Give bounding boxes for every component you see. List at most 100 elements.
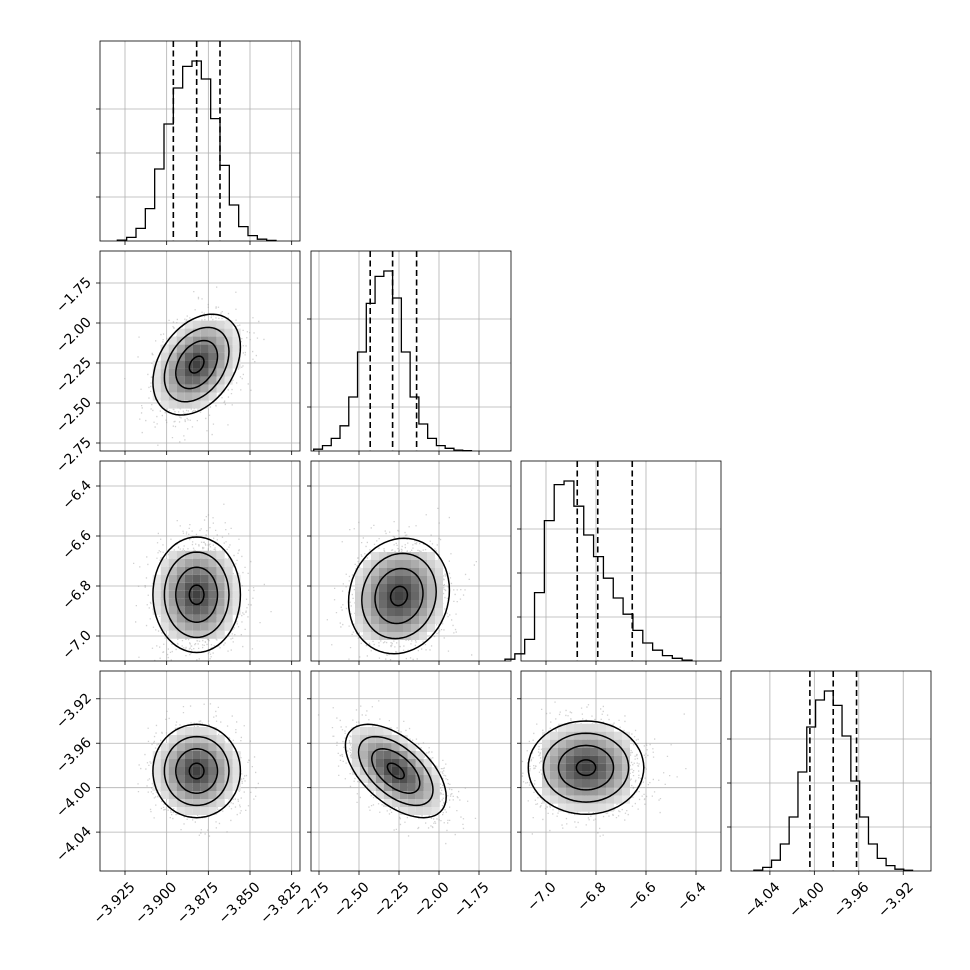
density-cell: [192, 735, 201, 743]
density-cell: [566, 803, 574, 812]
density-cell: [224, 791, 233, 799]
x-tick-label-2-2: −6.6: [624, 879, 659, 914]
density-cell: [224, 783, 233, 791]
panel-frame: [520, 670, 722, 872]
density-cell: [216, 368, 225, 377]
density-cell: [208, 735, 217, 743]
density-cell: [216, 622, 225, 631]
density-cell: [168, 630, 177, 639]
density-cell: [427, 616, 435, 624]
density-cell: [383, 727, 392, 735]
density-cell: [184, 606, 193, 615]
panel-frame: [99, 40, 301, 242]
density-cell: [598, 747, 606, 756]
density-cell: [152, 767, 161, 775]
density-cell: [383, 767, 392, 775]
density-cell: [387, 568, 395, 576]
density-cell: [184, 614, 193, 623]
density-cell: [419, 576, 427, 584]
density-cell: [168, 783, 177, 791]
density-cell: [168, 550, 177, 559]
density-cell: [160, 743, 169, 751]
density-cell: [387, 608, 395, 616]
density-cell: [176, 751, 185, 759]
density-cell: [574, 747, 582, 756]
density-cell: [590, 763, 598, 772]
density-cell: [192, 558, 201, 567]
contour-level-2: [163, 326, 230, 403]
y-tick-label-1-0: −2.75: [53, 435, 95, 477]
density-cell: [379, 552, 387, 560]
density-cell: [399, 735, 408, 743]
density-cell: [431, 783, 440, 791]
density-cell: [558, 795, 566, 804]
density-cell: [550, 787, 558, 796]
density-cell: [403, 560, 411, 568]
density-cell: [582, 731, 590, 740]
density-cell: [232, 775, 241, 783]
density-cell: [192, 614, 201, 623]
density-cell: [614, 787, 622, 796]
density-cell: [160, 360, 169, 369]
density-cell: [184, 783, 193, 791]
density-cell: [184, 320, 193, 329]
density-cell: [184, 598, 193, 607]
density-cell: [176, 791, 185, 799]
contour-level-2: [163, 735, 230, 807]
density-cell: [192, 400, 201, 409]
density-cell: [415, 751, 424, 759]
panel-frame: [99, 460, 301, 662]
density-cell: [160, 384, 169, 393]
density-cell: [558, 755, 566, 764]
density-cell: [355, 608, 363, 616]
density-cell: [208, 606, 217, 615]
density-cell: [375, 727, 384, 735]
density-cell: [582, 779, 590, 788]
density-cell: [359, 727, 368, 735]
density-cell: [216, 352, 225, 361]
density-cell: [598, 803, 606, 812]
density-cell: [574, 731, 582, 740]
density-cell: [192, 783, 201, 791]
density-cell: [622, 771, 630, 780]
density-panel-3-0: [96, 670, 301, 875]
density-cell: [152, 392, 161, 401]
density-cell: [383, 743, 392, 751]
density-cell: [192, 360, 201, 369]
contour-level-3: [152, 536, 242, 654]
density-cell: [192, 799, 201, 807]
density-cell: [184, 622, 193, 631]
density-cell: [176, 759, 185, 767]
density-cell: [435, 584, 443, 592]
density-cell: [614, 779, 622, 788]
contour-level-0: [188, 584, 205, 606]
density-cell: [387, 600, 395, 608]
density-cell: [622, 763, 630, 772]
density-cell: [200, 751, 209, 759]
density-cell: [152, 751, 161, 759]
density-cell: [395, 568, 403, 576]
density-cell: [200, 791, 209, 799]
density-cell: [379, 624, 387, 632]
density-cell: [403, 600, 411, 608]
density-panel-3-2: [517, 670, 722, 875]
density-cell: [399, 775, 408, 783]
density-cell: [152, 775, 161, 783]
density-cell: [411, 576, 419, 584]
density-cell: [423, 775, 432, 783]
density-cell: [176, 368, 185, 377]
density-cell: [200, 400, 209, 409]
density-cell: [431, 767, 440, 775]
density-cell: [566, 787, 574, 796]
density-cell: [216, 376, 225, 385]
density-cell: [606, 755, 614, 764]
density-cell: [558, 739, 566, 748]
density-cell: [200, 606, 209, 615]
contour-level-3: [347, 537, 451, 655]
density-cell: [407, 783, 416, 791]
density-cell: [355, 624, 363, 632]
density-cell: [216, 590, 225, 599]
density-cell: [558, 763, 566, 772]
density-cell: [200, 614, 209, 623]
density-cell: [590, 731, 598, 740]
